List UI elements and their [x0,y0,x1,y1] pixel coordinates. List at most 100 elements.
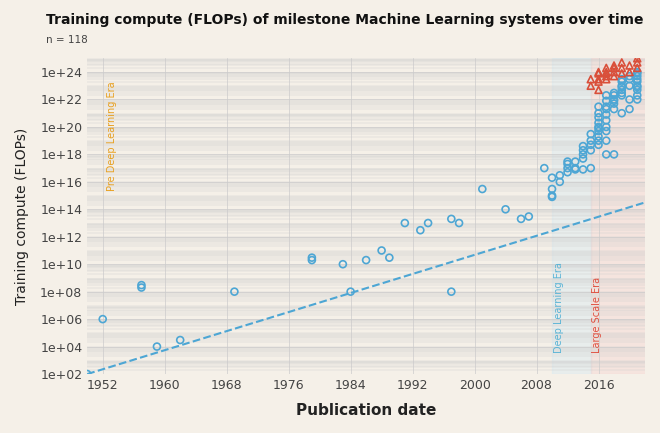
Point [601,103,612,110]
Point [593,114,604,121]
Point [616,70,627,77]
Point [609,100,619,107]
Point [585,131,596,138]
Point [570,165,581,171]
Point [601,68,612,75]
Point [624,106,635,113]
Point [136,281,147,288]
Text: Pre Deep Learning Era: Pre Deep Learning Era [106,82,117,191]
Point [546,192,557,199]
Point [601,117,612,124]
Point [546,186,557,193]
Point [585,141,596,148]
Point [82,371,92,378]
Point [601,70,612,77]
Point [578,147,588,154]
Point [616,65,627,71]
Point [624,76,635,83]
Point [570,158,581,165]
Point [609,92,619,99]
Point [423,220,434,226]
Text: Large Scale Era: Large Scale Era [592,277,603,353]
Point [616,87,627,94]
Point [616,92,627,99]
Point [384,254,395,261]
Point [593,68,604,75]
Point [632,87,643,94]
Point [609,97,619,104]
Point [616,90,627,97]
Point [562,169,573,176]
Point [361,257,372,264]
Point [609,96,619,103]
Point [632,82,643,89]
Point [345,288,356,295]
Point [593,78,604,85]
Point [338,261,348,268]
Point [609,62,619,69]
Point [229,288,240,295]
Point [136,284,147,291]
Point [609,73,619,80]
Point [578,142,588,149]
Point [593,125,604,132]
Point [632,92,643,99]
Point [376,247,387,254]
Point [593,123,604,130]
Point [585,137,596,144]
Point [593,70,604,77]
Point [632,73,643,80]
Point [593,141,604,148]
Point [632,70,643,77]
Point [624,82,635,89]
Point [601,106,612,113]
Point [601,73,612,80]
Point [454,220,465,226]
Point [515,216,526,223]
Text: Deep Learning Era: Deep Learning Era [554,262,564,353]
Point [546,194,557,200]
Point [554,178,565,185]
Point [98,316,108,323]
Point [601,65,612,71]
Point [601,123,612,130]
Point [616,76,627,83]
Point [632,96,643,103]
Point [624,73,635,80]
Point [562,158,573,165]
Point [616,59,627,66]
Point [578,166,588,173]
Text: Training compute (FLOPs) of milestone Machine Learning systems over time: Training compute (FLOPs) of milestone Ma… [46,13,644,27]
X-axis label: Publication date: Publication date [296,403,436,418]
Point [609,68,619,75]
Point [624,62,635,69]
Point [152,343,162,350]
Point [539,165,550,171]
Point [593,110,604,116]
Point [601,76,612,83]
Point [562,161,573,168]
Point [562,165,573,171]
Point [446,216,457,223]
Point [601,151,612,158]
Point [585,147,596,154]
Point [578,155,588,162]
Point [593,87,604,94]
Point [593,133,604,140]
Point [500,206,511,213]
Point [593,120,604,126]
Point [609,106,619,113]
Point [593,128,604,135]
Point [601,97,612,104]
Point [632,65,643,71]
Point [523,213,534,220]
Point [585,82,596,89]
Point [632,76,643,83]
Text: n = 118: n = 118 [46,35,88,45]
Point [616,78,627,85]
Bar [552,58,591,374]
Point [546,174,557,181]
Point [632,55,643,62]
Point [578,151,588,158]
Point [593,76,604,83]
